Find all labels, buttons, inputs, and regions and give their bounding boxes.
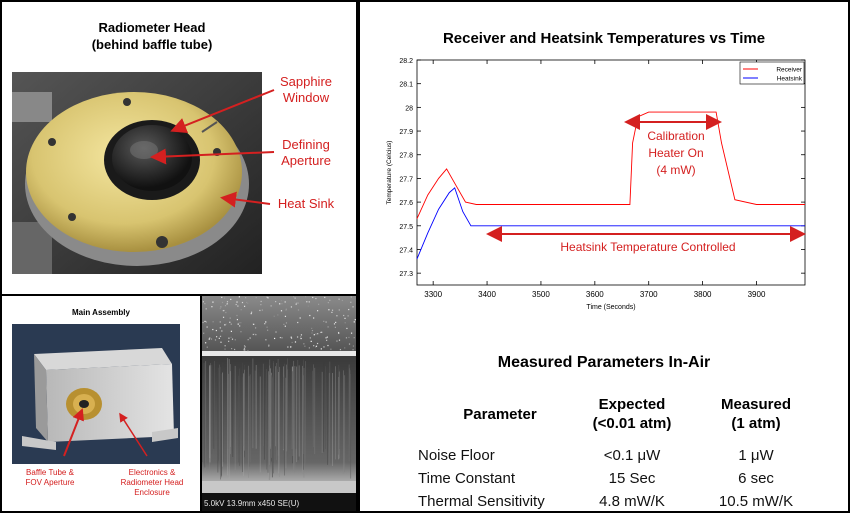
defining-aperture-label-line1: Defining — [282, 137, 330, 152]
main-assembly-title: Main Assembly — [72, 308, 130, 317]
x-tick-label: 3900 — [748, 290, 766, 299]
sapphire-window-label-line1: Sapphire — [279, 74, 333, 89]
temperature-chart: 3300 3400 3500 3600 3700 3800 3900 27.3 27.4 27.5… — [386, 58, 806, 311]
heat-sink-label-line1: Heat Sink — [277, 196, 335, 211]
electronics-enclosure-label-line3: Enclosure — [134, 488, 170, 497]
sapphire-window-label-line2: Window — [282, 90, 330, 106]
legend-label-receiver: Receiver — [776, 67, 802, 74]
defining-aperture-label-line2: Aperture — [281, 153, 331, 169]
row-time-constant-param: Time Constant — [418, 470, 515, 487]
row-thermal-sensitivity-expected: 4.8 mW/K — [599, 493, 665, 510]
y-tick-label: 27.8 — [399, 153, 413, 160]
radiometer-head-arrows — [150, 89, 275, 208]
baffle-tube-label-line1: Baffle Tube & — [26, 468, 74, 477]
radiometer-head-title-line1: Radiometer Head — [98, 20, 206, 35]
header-parameter: Parameter — [450, 406, 550, 425]
y-axis-label: Temperature (Celcius) — [386, 141, 393, 205]
radiometer-head-title: Radiometer Head (behind baffle tube) — [2, 20, 302, 54]
heat-sink-label: Heat Sink — [264, 196, 348, 212]
y-tick-label: 27.4 — [399, 247, 413, 254]
electronics-enclosure-label-line2: Radiometer Head — [120, 478, 184, 487]
y-tick-label: 27.3 — [399, 271, 413, 278]
x-tick-label: 3700 — [640, 290, 658, 299]
row-noise-floor-param: Noise Floor — [418, 447, 495, 464]
chart-title: Receiver and Heatsink Temperatures vs Ti… — [442, 30, 766, 47]
row-thermal-sensitivity-measured: 10.5 mW/K — [718, 493, 794, 510]
header-measured-line2: (1 atm) — [731, 414, 781, 432]
x-tick-label: 3400 — [478, 290, 496, 299]
y-tick-label: 28.2 — [399, 58, 413, 65]
series-line-receiver — [416, 111, 805, 219]
table-title: Measured Parameters In-Air — [497, 354, 711, 371]
heater-on-annotation-line: (4 mW) — [656, 163, 695, 177]
row-time-constant-expected: 15 Sec — [608, 470, 656, 487]
main-assembly-panel: Main Assembly Baffle Tube & FOV Aperture… — [2, 296, 200, 511]
x-tick-label: 3300 — [424, 290, 442, 299]
legend-label-heatsink: Heatsink — [777, 76, 803, 83]
y-tick-label: 27.6 — [399, 200, 413, 207]
x-tick-label: 3600 — [586, 290, 604, 299]
sem-micrograph-panel: 5.0kV 13.9mm x450 SE(U) — [202, 296, 356, 511]
defining-aperture-label: Defining Aperture — [264, 137, 348, 170]
y-tick-label: 28 — [405, 105, 413, 112]
header-measured-line1: Measured — [720, 396, 792, 413]
results-panel: Receiver and Heatsink Temperatures vs Ti… — [360, 2, 848, 511]
x-axis-label: Time (Seconds) — [586, 304, 635, 311]
header-expected-line1: Expected — [598, 396, 666, 413]
header-measured: Measured (1 atm) — [696, 396, 816, 434]
row-noise-floor-expected: <0.1 μW — [603, 447, 661, 464]
sem-caption: 5.0kV 13.9mm x450 SE(U) — [204, 499, 300, 508]
x-tick-label: 3500 — [532, 290, 550, 299]
sapphire-window-label: Sapphire Window — [264, 74, 348, 107]
x-tick-label: 3800 — [694, 290, 712, 299]
header-expected: Expected (<0.01 atm) — [572, 396, 692, 434]
plot-frame — [416, 59, 806, 286]
series-line-heatsink — [416, 187, 805, 260]
y-tick-label: 27.5 — [399, 224, 413, 231]
row-thermal-sensitivity-param: Thermal Sensitivity — [418, 493, 545, 510]
baffle-tube-label-line2: FOV Aperture — [25, 478, 75, 487]
baffle-tube-label: Baffle Tube & FOV Aperture — [14, 468, 86, 488]
heater-on-annotation-line: Calibration — [647, 129, 704, 143]
sem-micrograph-image — [202, 296, 356, 511]
header-parameter-line1: Parameter — [463, 406, 537, 423]
heatsink-controlled-annotation: Heatsink Temperature Controlled — [560, 240, 735, 254]
heater-on-annotation-line: Heater On — [648, 146, 703, 160]
electronics-enclosure-label: Electronics & Radiometer Head Enclosure — [110, 468, 194, 498]
header-expected-line2: (<0.01 atm) — [592, 414, 672, 432]
radiometer-head-panel: Radiometer Head (behind baffle tube) — [2, 2, 356, 294]
radiometer-head-title-line2: (behind baffle tube) — [91, 36, 213, 52]
electronics-enclosure-label-line1: Electronics & — [128, 468, 176, 477]
y-tick-label: 27.9 — [399, 129, 413, 136]
row-time-constant-measured: 6 sec — [738, 470, 774, 487]
row-noise-floor-measured: 1 μW — [738, 447, 774, 464]
main-assembly-arrows — [63, 408, 148, 457]
y-tick-label: 28.1 — [399, 82, 413, 89]
y-tick-label: 27.7 — [399, 176, 413, 183]
